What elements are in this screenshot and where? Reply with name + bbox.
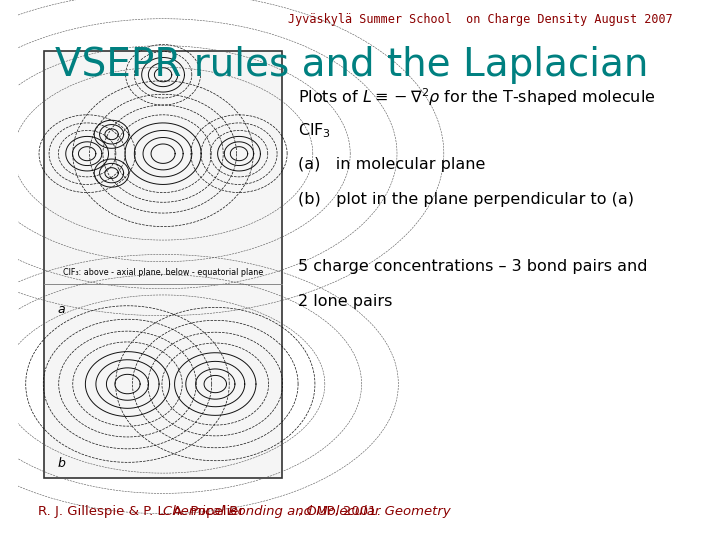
Text: (a)   in molecular plane: (a) in molecular plane bbox=[298, 157, 486, 172]
Text: Chemical Bonding and Molecular Geometry: Chemical Bonding and Molecular Geometry bbox=[163, 505, 451, 518]
Text: Plots of $L \equiv -\nabla^2\rho$ for the T-shaped molecule: Plots of $L \equiv -\nabla^2\rho$ for th… bbox=[298, 86, 656, 108]
Text: a: a bbox=[58, 303, 66, 316]
Text: , OUP, 2001.: , OUP, 2001. bbox=[298, 505, 381, 518]
Text: ClF₃: above - axial plane, below - equatorial plane: ClF₃: above - axial plane, below - equat… bbox=[63, 268, 264, 276]
Text: b: b bbox=[58, 457, 66, 470]
Text: 2 lone pairs: 2 lone pairs bbox=[298, 294, 393, 309]
Text: R. J. Gillespie & P. L. A. Popelier: R. J. Gillespie & P. L. A. Popelier bbox=[37, 505, 248, 518]
Text: (b)   plot in the plane perpendicular to (a): (b) plot in the plane perpendicular to (… bbox=[298, 192, 634, 207]
Text: VSEPR rules and the Laplacian: VSEPR rules and the Laplacian bbox=[55, 46, 649, 84]
Text: 5 charge concentrations – 3 bond pairs and: 5 charge concentrations – 3 bond pairs a… bbox=[298, 259, 648, 274]
Bar bbox=[45, 51, 282, 478]
Text: Jyväskylä Summer School  on Charge Density August 2007: Jyväskylä Summer School on Charge Densit… bbox=[288, 14, 672, 26]
Text: ClF$_3$: ClF$_3$ bbox=[298, 122, 331, 140]
